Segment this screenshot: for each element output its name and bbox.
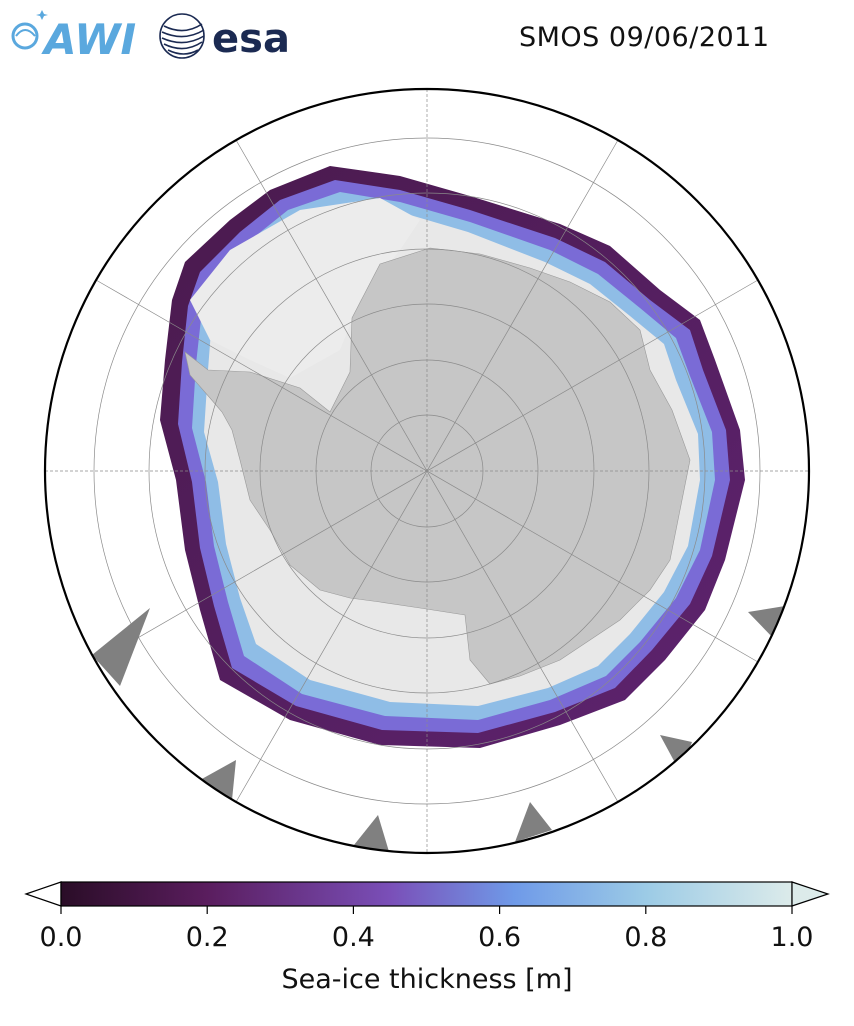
graticule	[45, 89, 809, 853]
colorbar-gradient	[60, 881, 793, 907]
antarctica-land	[184, 247, 691, 685]
colorbar-tick-label: 0.6	[478, 922, 522, 953]
colorbar-tick-label: 0.2	[185, 922, 229, 953]
antarctic-sea-ice-map	[43, 87, 811, 855]
colorbar-label: Sea-ice thickness [m]	[281, 964, 573, 995]
colorbar-tick-label: 0.4	[331, 922, 375, 953]
awi-logo: AWI	[11, 10, 136, 62]
colorbar-extend-max	[791, 881, 830, 907]
colorbar-tick-label: 1.0	[770, 922, 814, 953]
awi-logo-text: AWI	[41, 15, 136, 62]
colorbar-tick-label: 0.8	[624, 922, 668, 953]
esa-logo: esa	[159, 13, 290, 62]
ice-weddell	[190, 198, 420, 378]
map-title: SMOS 09/06/2011	[519, 22, 770, 53]
colorbar-tick-label: 0.0	[39, 922, 83, 953]
map-boundary	[43, 87, 811, 855]
esa-logo-text: esa	[212, 16, 290, 62]
colorbar-extend-min	[24, 881, 62, 907]
